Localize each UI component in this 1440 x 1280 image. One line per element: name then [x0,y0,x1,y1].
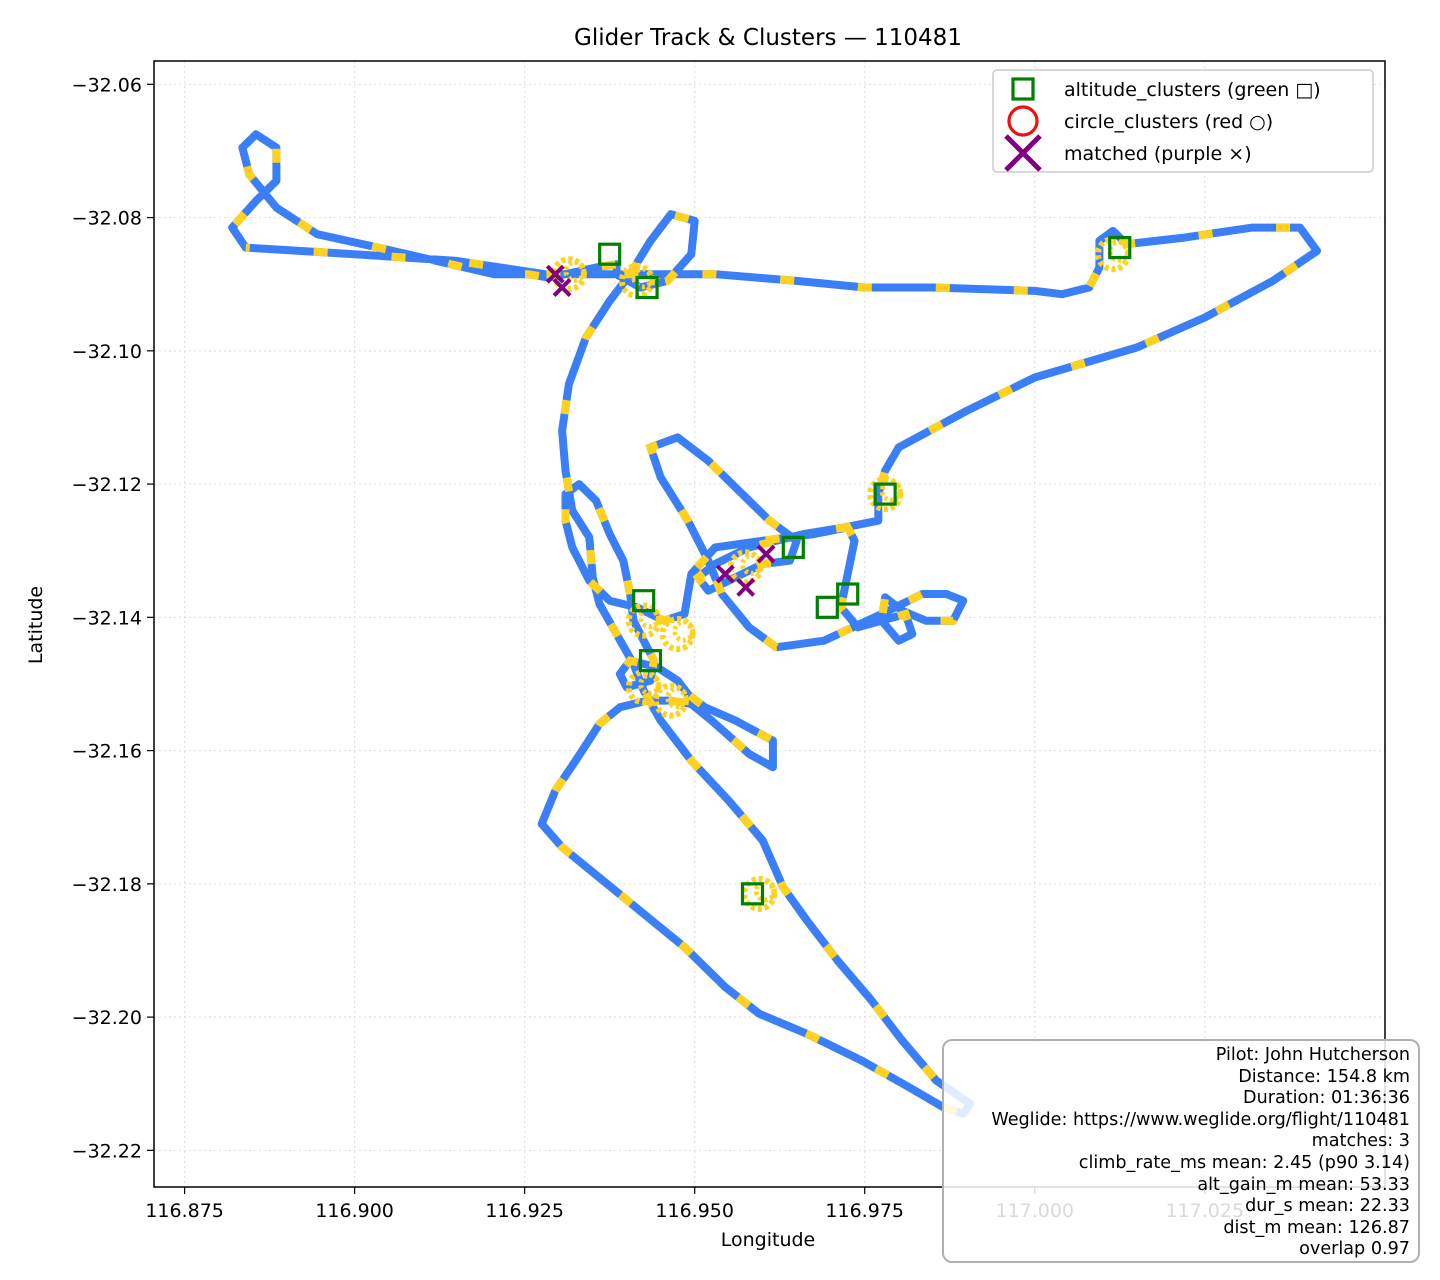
legend-label-matched: matched (purple ×) [1064,143,1252,165]
thermal-climb-loop [1107,239,1131,263]
thermal-climb-loop [672,619,696,643]
chart-title: Glider Track & Clusters — 110481 [574,25,962,51]
altitude-cluster-marker [638,649,663,673]
y-tick-label: −32.18 [72,874,142,896]
info-alt-gain: alt_gain_m mean: 53.33 [1197,1174,1410,1195]
thermal-climb-loop [665,686,689,710]
info-weglide: Weglide: https://www.weglide.org/flight/… [991,1109,1410,1130]
thermal-climb-loop [563,259,587,283]
cluster-markers [545,235,1132,906]
legend-frame [992,69,1374,173]
track-cruise-path [228,130,1321,1118]
matched-marker [736,577,756,597]
thermal-climb-loop [638,606,662,630]
info-matches: matches: 3 [1311,1131,1410,1152]
matched-marker [545,264,565,284]
info-overlap: overlap 0.97 [1299,1239,1410,1260]
flight-info-box: Pilot: John Hutcherson Distance: 154.8 k… [942,1039,1420,1263]
matched-marker [552,278,572,297]
altitude-cluster-marker [635,275,659,300]
x-tick-label: 116.875 [145,1200,224,1222]
info-climb-rate: climb_rate_ms mean: 2.45 (p90 3.14) [1078,1152,1410,1173]
matched-marker [756,544,776,564]
y-tick-label: −32.14 [72,607,142,629]
x-tick-label: 116.950 [655,1200,734,1222]
track-climb-segments [227,129,1323,1119]
legend-marker-altitude [1011,77,1035,101]
legend: altitude_clusters (green □) circle_clust… [992,69,1374,173]
altitude-cluster-marker [1108,235,1132,260]
altitude-cluster-marker [740,882,765,906]
y-axis-label: Latitude [25,586,47,664]
thermal-climb-loop [879,479,903,503]
altitude-cluster-marker [598,242,622,266]
y-tick-label: −32.20 [72,1007,142,1029]
altitude-cluster-marker [632,589,656,613]
info-duration: Duration: 01:36:36 [1243,1088,1410,1109]
x-tick-label: 116.975 [825,1200,904,1222]
info-pilot: Pilot: John Hutcherson [1215,1045,1410,1065]
y-tick-label: −32.06 [72,74,142,96]
thermal-climb-loop [740,552,764,576]
y-tick-label: −32.12 [72,474,142,496]
legend-marker-matched [1004,134,1042,172]
plot-frame [153,60,1386,1188]
y-tick-label: −32.10 [72,341,142,363]
info-distance: Distance: 154.8 km [1238,1066,1410,1087]
altitude-cluster-marker [873,482,897,506]
matched-marker [715,564,735,584]
thermal-climb-loop [753,879,777,903]
altitude-cluster-marker [836,582,860,606]
thermal-climb-loop [638,672,662,696]
legend-label-circle: circle_clusters (red ○) [1064,111,1273,133]
x-tick-label: 116.900 [315,1200,394,1222]
flight-track [227,129,1323,1119]
y-tick-label: −32.16 [72,741,142,763]
info-distance-mean: dist_m mean: 126.87 [1223,1217,1410,1238]
x-tick-label: 116.925 [485,1200,564,1222]
info-duration-mean: dur_s mean: 22.33 [1245,1196,1410,1217]
x-axis-label: Longitude [721,1229,816,1251]
legend-marker-circle [1007,105,1039,137]
y-tick-label: −32.08 [72,208,142,230]
y-tick-label: −32.22 [72,1140,142,1162]
altitude-cluster-marker [781,535,805,559]
legend-label-altitude: altitude_clusters (green □) [1064,79,1321,101]
altitude-cluster-marker [815,595,839,619]
